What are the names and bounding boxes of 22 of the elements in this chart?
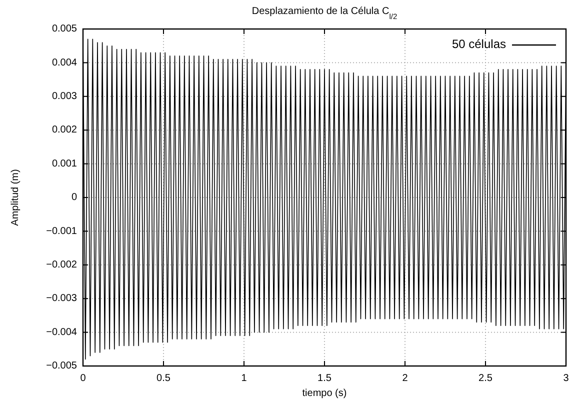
y-tick-label: −0.002 xyxy=(46,260,78,271)
x-tick-label: 1.5 xyxy=(318,373,332,384)
y-tick-label: −0.003 xyxy=(46,293,78,304)
y-tick-label: 0.005 xyxy=(52,24,78,35)
x-tick-label: 2.5 xyxy=(478,373,493,384)
y-tick-label: 0 xyxy=(71,192,78,204)
x-tick-label: 3 xyxy=(563,373,570,384)
y-tick-label: −0.004 xyxy=(46,326,78,338)
y-tick-label: 0.003 xyxy=(52,91,78,102)
y-tick-label: −0.005 xyxy=(46,360,78,372)
y-tick-label: 0.004 xyxy=(52,57,78,68)
chart-title: Desplazamiento de la Célula C$_{l/2}$ xyxy=(252,6,398,20)
legend-label: 50 células xyxy=(452,37,506,52)
y-tick-label: 0.001 xyxy=(52,158,78,170)
x-tick-label: 2 xyxy=(402,373,408,384)
x-axis-title: tiempo (s) xyxy=(302,388,347,399)
x-tick-label: 1 xyxy=(241,373,248,384)
x-tick-label: 0 xyxy=(80,373,86,384)
y-axis-title: Amplitud (m) xyxy=(10,169,21,226)
y-tick-label: 0.002 xyxy=(52,124,78,136)
y-tick-label: −0.001 xyxy=(46,226,78,237)
x-tick-label: 0.5 xyxy=(156,373,171,384)
